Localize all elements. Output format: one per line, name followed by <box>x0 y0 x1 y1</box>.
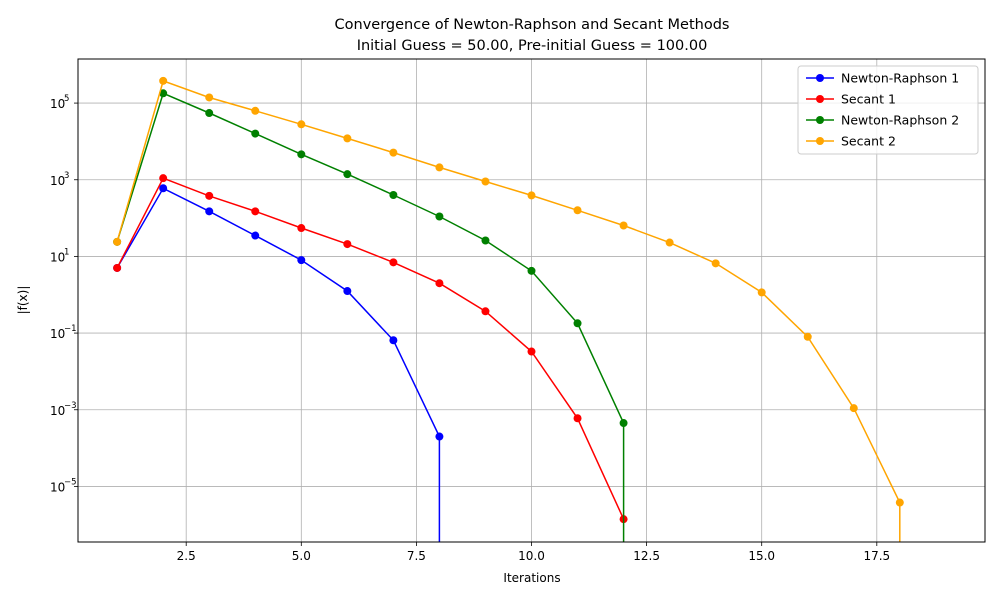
data-point <box>343 170 352 179</box>
data-point <box>481 236 490 245</box>
legend-item: Newton-Raphson 1 <box>806 71 959 86</box>
chart-title: Convergence of Newton-Raphson and Secant… <box>335 17 730 33</box>
data-point <box>159 174 168 183</box>
y-tick-base: 10 <box>50 174 65 188</box>
data-point <box>251 207 260 216</box>
y-tick-label: 10−3 <box>50 401 77 418</box>
x-tick-label: 2.5 <box>177 549 196 563</box>
y-tick-base: 10 <box>50 404 65 418</box>
data-point <box>297 224 306 233</box>
data-point <box>297 256 306 265</box>
legend: Newton-Raphson 1 Secant 1 Newton-Raphson 2… <box>797 65 979 155</box>
y-tick-exponent: −1 <box>64 324 77 334</box>
data-point <box>205 109 214 118</box>
y-tick-exponent: 3 <box>64 171 69 181</box>
y-tick-label: 10−5 <box>50 477 77 494</box>
legend-label: Newton-Raphson 1 <box>841 71 959 86</box>
y-tick-exponent: −3 <box>64 401 77 411</box>
data-point <box>389 148 398 157</box>
data-point <box>619 419 628 428</box>
x-tick-label: 5.0 <box>292 549 311 563</box>
legend-box <box>797 65 979 155</box>
y-tick-exponent: 5 <box>64 94 69 104</box>
y-tick-base: 10 <box>50 250 65 264</box>
x-axis-label: Iterations <box>503 571 560 585</box>
data-point <box>849 404 858 413</box>
legend-label: Secant 1 <box>841 92 896 107</box>
data-point <box>343 134 352 143</box>
data-point <box>481 177 490 186</box>
x-tick-label: 12.5 <box>633 549 660 563</box>
chart-subtitle: Initial Guess = 50.00, Pre-initial Guess… <box>357 38 708 54</box>
series-line <box>116 79 901 542</box>
legend-swatch-marker <box>816 116 824 124</box>
series-line <box>116 187 441 542</box>
y-tick-label: 10−1 <box>50 324 77 341</box>
data-point <box>527 266 536 275</box>
data-point <box>205 93 214 102</box>
legend-item: Secant 2 <box>806 134 896 149</box>
y-tick-base: 10 <box>50 480 65 494</box>
data-point <box>343 240 352 249</box>
series-newton-raphson-1 <box>113 184 444 542</box>
data-point <box>757 288 766 297</box>
y-tick-exponent: 1 <box>64 247 69 257</box>
data-point <box>435 163 444 172</box>
data-point <box>803 332 812 341</box>
data-point <box>389 191 398 200</box>
series-secant-1 <box>113 174 628 524</box>
x-tick-label: 17.5 <box>863 549 890 563</box>
legend-label: Secant 2 <box>841 134 896 149</box>
data-point <box>113 263 122 272</box>
x-tick-label: 7.5 <box>407 549 426 563</box>
data-point <box>619 221 628 230</box>
data-point <box>573 319 582 328</box>
y-tick-base: 10 <box>50 97 65 111</box>
data-point <box>159 89 168 98</box>
data-point <box>205 191 214 200</box>
series-newton-raphson-2 <box>113 89 628 542</box>
legend-swatch-marker <box>816 95 824 103</box>
data-point <box>481 307 490 316</box>
legend-label: Newton-Raphson 2 <box>841 113 959 128</box>
legend-swatch-marker <box>816 137 824 145</box>
data-point <box>389 258 398 267</box>
legend-item: Secant 1 <box>806 92 896 107</box>
data-point <box>711 259 720 268</box>
data-point <box>159 184 168 193</box>
series-secant-2 <box>113 76 904 542</box>
y-tick-label: 105 <box>50 94 69 111</box>
data-point <box>389 336 398 345</box>
data-point <box>343 287 352 296</box>
series-line <box>116 92 625 542</box>
data-point <box>205 207 214 216</box>
data-point <box>251 231 260 240</box>
legend-swatch-marker <box>816 74 824 82</box>
y-tick-label: 103 <box>50 171 69 188</box>
data-point <box>251 106 260 115</box>
data-point <box>527 191 536 200</box>
data-point <box>297 120 306 129</box>
series-line <box>116 177 625 520</box>
data-point <box>435 212 444 221</box>
y-axis-label: |f(x)| <box>16 286 30 315</box>
data-point <box>573 206 582 215</box>
data-point <box>527 347 536 356</box>
data-point <box>895 498 904 507</box>
data-point <box>665 238 674 247</box>
legend-item: Newton-Raphson 2 <box>806 113 959 128</box>
x-tick-label: 15.0 <box>748 549 775 563</box>
data-point <box>113 237 122 246</box>
y-tick-label: 101 <box>50 247 69 264</box>
data-point <box>435 432 444 441</box>
data-point <box>251 129 260 138</box>
data-point <box>435 279 444 288</box>
data-point <box>159 76 168 85</box>
x-tick-label: 10.0 <box>518 549 545 563</box>
data-point <box>573 414 582 423</box>
y-tick-exponent: −5 <box>64 477 77 487</box>
y-tick-base: 10 <box>50 327 65 341</box>
data-point <box>297 150 306 159</box>
